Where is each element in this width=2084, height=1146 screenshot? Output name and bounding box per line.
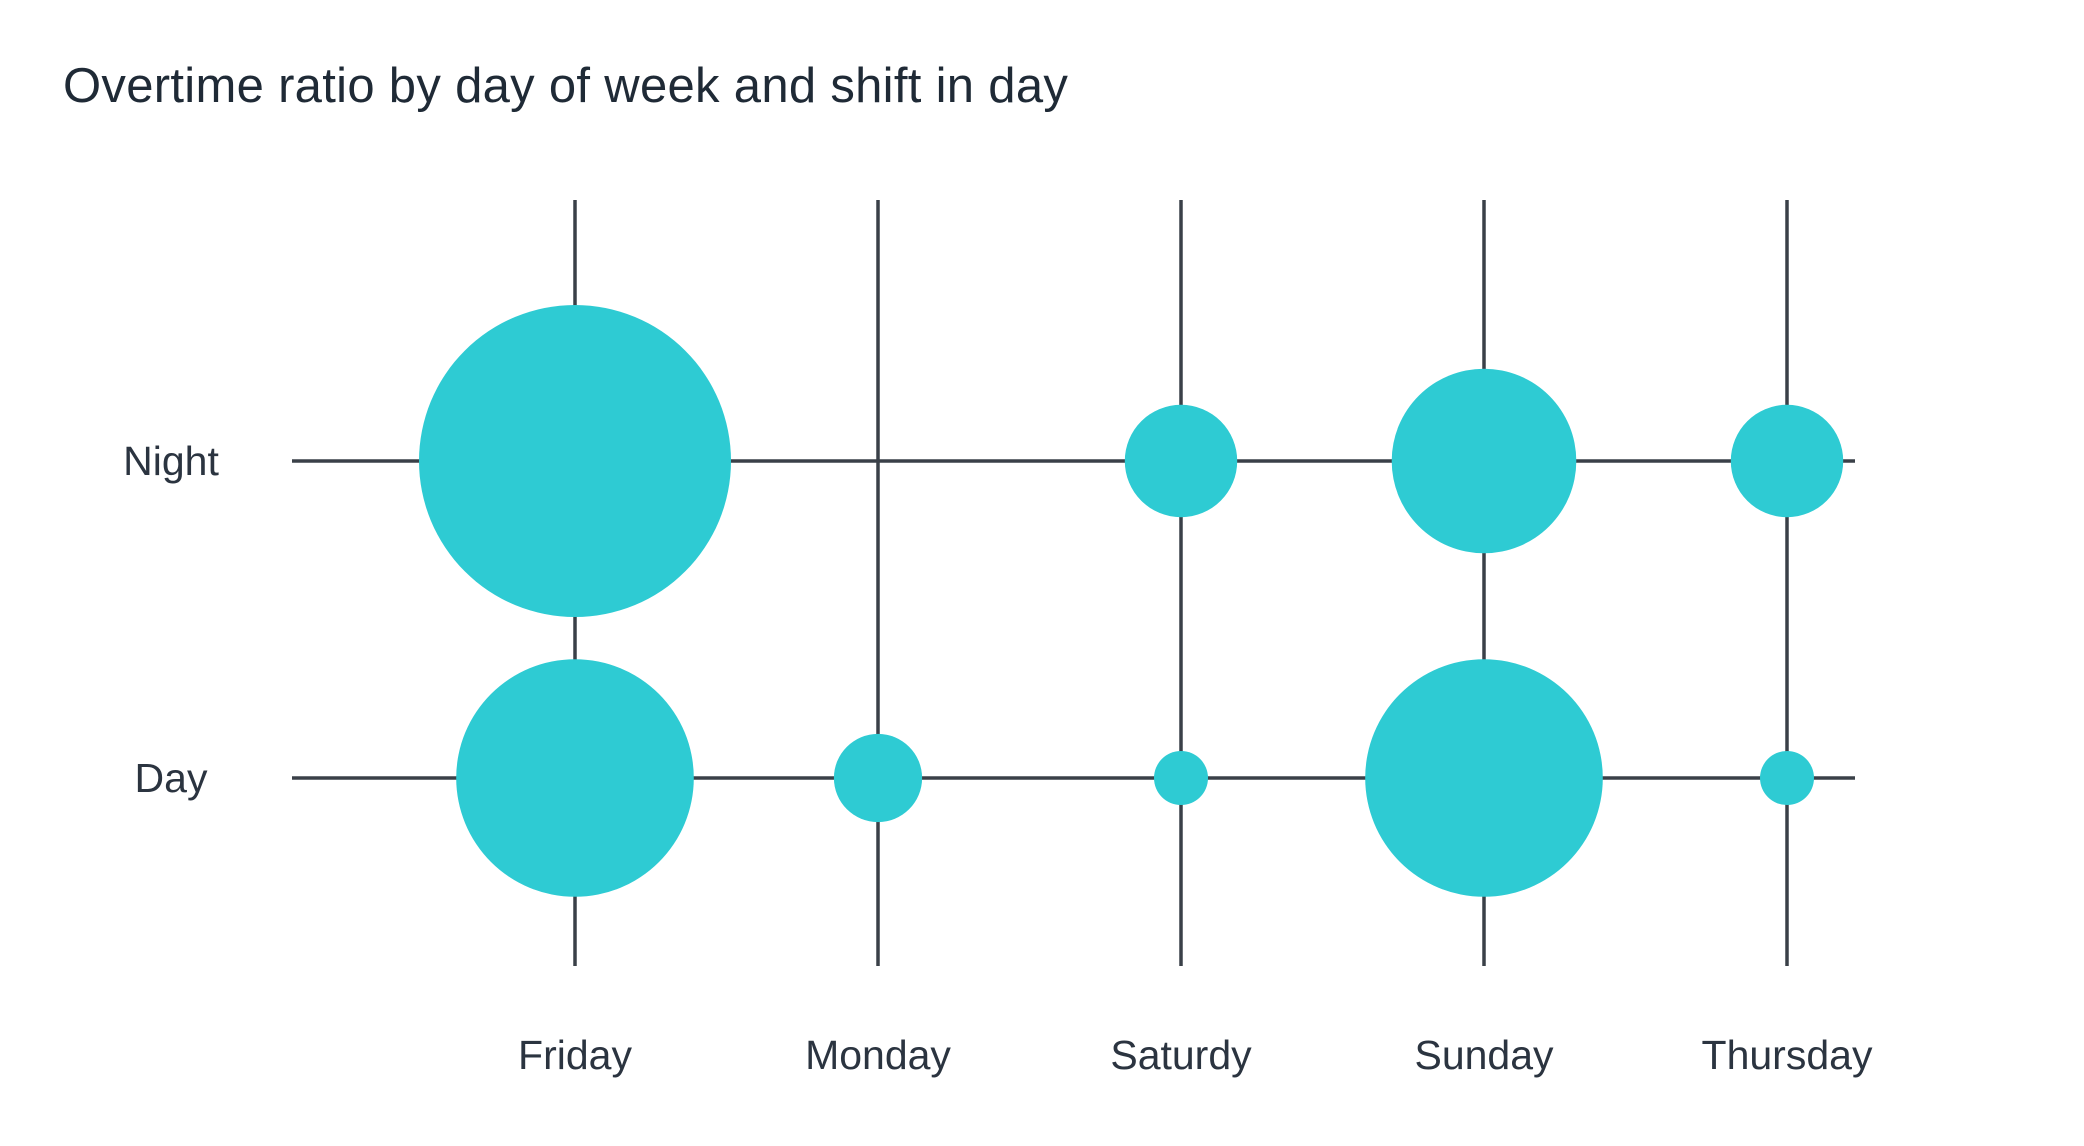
chart-title: Overtime ratio by day of week and shift … [63, 59, 1069, 113]
bubble-friday-day [456, 659, 694, 897]
bubble-friday-night [419, 305, 731, 617]
x-tick-labels: Friday Monday Saturdy Sunday Thursday [518, 1032, 1873, 1078]
bubble-saturdy-day [1154, 751, 1208, 805]
x-tick-label-saturdy: Saturdy [1110, 1032, 1252, 1078]
y-tick-label-day: Day [135, 755, 208, 801]
bubble-thursday-night [1730, 404, 1844, 518]
x-tick-label-sunday: Sunday [1414, 1032, 1554, 1078]
bubble-monday-day [833, 733, 923, 823]
bubbles [419, 305, 1844, 897]
x-tick-label-friday: Friday [518, 1032, 632, 1078]
bubble-thursday-day [1760, 751, 1814, 805]
bubble-sunday-day [1365, 659, 1603, 897]
vertical-grid-lines [573, 200, 1789, 966]
bubble-saturdy-night [1124, 404, 1238, 518]
x-tick-label-thursday: Thursday [1702, 1032, 1873, 1078]
x-tick-label-monday: Monday [805, 1032, 951, 1078]
y-tick-labels: Night Day [123, 438, 219, 801]
y-tick-label-night: Night [123, 438, 219, 484]
bubble-sunday-night [1391, 368, 1577, 554]
